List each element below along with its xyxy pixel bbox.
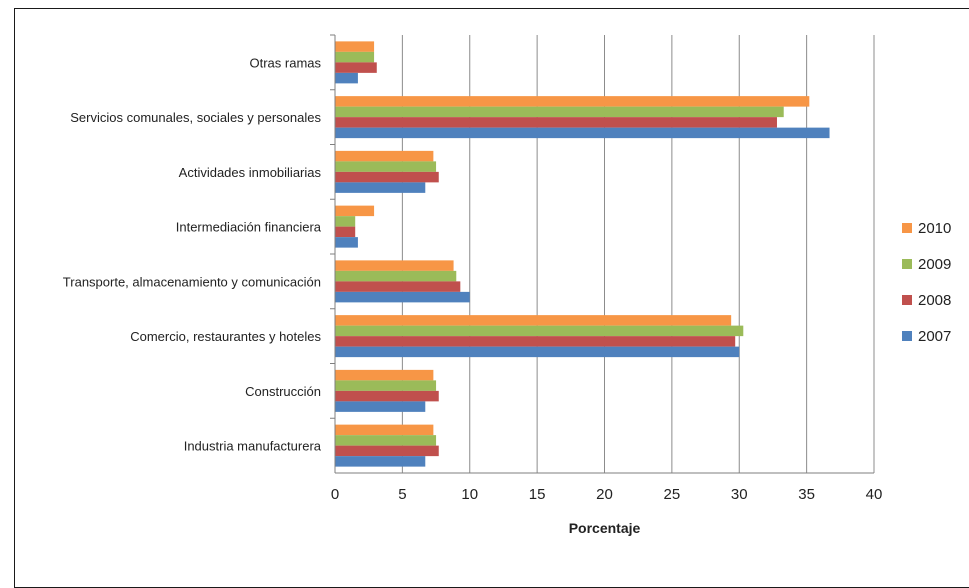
bar-2007-5 — [335, 346, 740, 358]
x-tick-label: 10 — [461, 486, 478, 503]
x-tick-label: 5 — [398, 486, 406, 503]
category-labels: Otras ramas Servicios comunales, sociales… — [63, 55, 322, 453]
legend-swatch-2008 — [902, 295, 912, 305]
legend-label-2010: 2010 — [918, 220, 951, 237]
x-tick-label: 15 — [529, 486, 546, 503]
x-axis-title: Porcentaje — [569, 520, 641, 536]
category-label: Transporte, almacenamiento y comunicació… — [63, 274, 321, 289]
bar-2008-4 — [335, 281, 461, 292]
bar-chart: Otras ramas Servicios comunales, sociales… — [63, 34, 951, 536]
bar-2008-3 — [335, 226, 356, 238]
x-tick-label: 30 — [731, 486, 748, 503]
bar-2009-7 — [335, 435, 437, 446]
bar-2007-1 — [335, 127, 830, 139]
category-label: Intermediación financiera — [176, 220, 322, 235]
bar-2010-4 — [335, 260, 454, 271]
legend-swatch-2010 — [902, 223, 912, 233]
legend-swatch-2009 — [902, 259, 912, 269]
legend-label-2007: 2007 — [918, 328, 951, 345]
bar-2010-7 — [335, 424, 434, 436]
bar-2008-2 — [335, 171, 439, 183]
legend-label-2008: 2008 — [918, 292, 951, 309]
bar-2007-4 — [335, 291, 470, 303]
x-tick-label: 25 — [664, 486, 681, 503]
category-label: Actividades inmobiliarias — [179, 165, 322, 180]
bar-2010-2 — [335, 150, 434, 162]
bar-2009-6 — [335, 380, 437, 391]
bar-2007-7 — [335, 456, 426, 467]
bar-2009-0 — [335, 51, 375, 63]
bar-2007-0 — [335, 72, 358, 84]
bar-2009-2 — [335, 161, 437, 172]
x-tick-label: 0 — [331, 486, 339, 503]
bar-2008-1 — [335, 117, 777, 128]
category-label: Comercio, restaurantes y hoteles — [130, 329, 321, 344]
bar-2010-0 — [335, 41, 375, 52]
bar-2008-5 — [335, 336, 736, 347]
bar-2009-3 — [335, 216, 356, 227]
bar-2010-3 — [335, 205, 375, 217]
bar-2007-2 — [335, 182, 426, 193]
chart-frame: Otras ramas Servicios comunales, sociales… — [14, 8, 969, 588]
bars — [335, 41, 830, 467]
bar-2009-5 — [335, 325, 744, 337]
bar-2009-1 — [335, 106, 784, 118]
axes — [330, 34, 874, 474]
legend: 2010 2009 2008 2007 — [902, 220, 951, 345]
bar-2010-1 — [335, 96, 810, 107]
bar-2010-6 — [335, 369, 434, 381]
bar-2007-6 — [335, 401, 426, 412]
bar-2009-4 — [335, 270, 457, 282]
legend-swatch-2007 — [902, 331, 912, 341]
legend-label-2009: 2009 — [918, 256, 951, 273]
category-label: Servicios comunales, sociales y personal… — [70, 110, 321, 125]
bar-2008-7 — [335, 445, 439, 457]
x-tick-label: 35 — [798, 486, 815, 503]
x-tick-label: 20 — [596, 486, 613, 503]
bar-2010-5 — [335, 315, 732, 326]
tick-labels: 0 5 10 15 20 25 30 35 40 — [331, 486, 883, 503]
bar-2007-3 — [335, 237, 358, 248]
category-label: Construcción — [245, 384, 321, 399]
bar-2008-6 — [335, 390, 439, 402]
x-tick-label: 40 — [866, 486, 883, 503]
bar-2008-0 — [335, 62, 377, 73]
category-label: Industria manufacturera — [184, 439, 322, 454]
category-label: Otras ramas — [249, 55, 321, 70]
